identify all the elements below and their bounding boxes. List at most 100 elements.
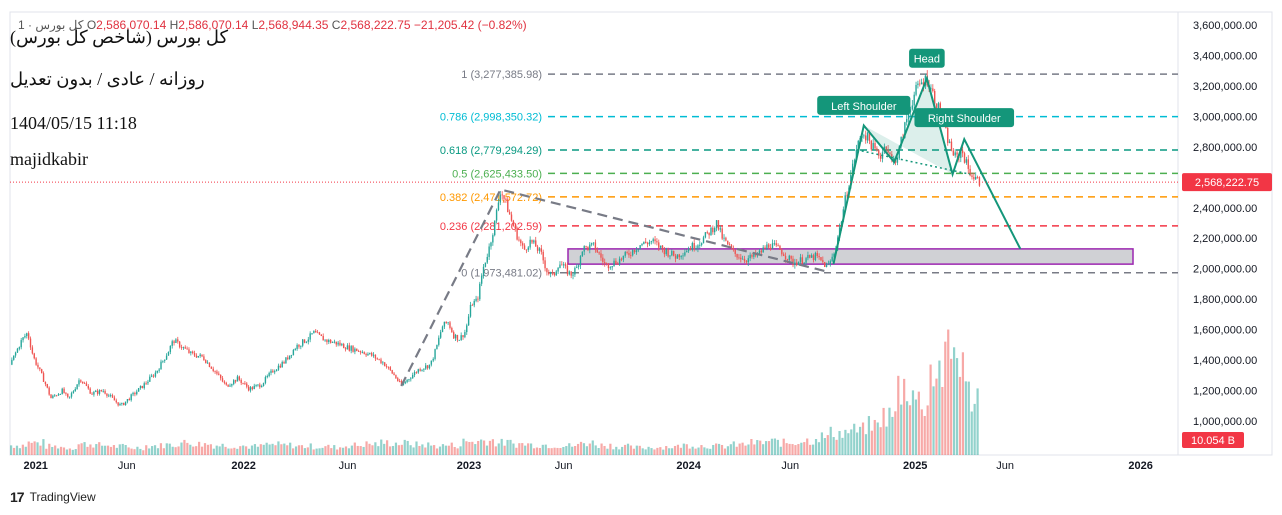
candle-body [933, 91, 936, 104]
neckline [856, 149, 971, 175]
candle-body [24, 336, 26, 338]
candle-body [354, 348, 356, 352]
candle-body [277, 365, 280, 370]
volume-bar [353, 442, 356, 455]
pattern-label: Right Shoulder [914, 108, 1015, 128]
volume-bar [336, 449, 339, 455]
volume-bar [242, 445, 245, 455]
candle-body [475, 298, 477, 301]
candle-body [251, 387, 254, 390]
volume-bar [98, 442, 101, 455]
pattern-label-bg [817, 95, 911, 115]
candle-body [333, 341, 336, 343]
candle-body [344, 348, 347, 350]
x-tick-label: 2022 [231, 460, 255, 472]
candle-body [555, 271, 557, 276]
candle-body [253, 385, 255, 390]
volume-bar [835, 439, 838, 455]
volume-bar [250, 445, 254, 455]
volume-bar [547, 448, 550, 455]
candle-body [768, 244, 770, 248]
volume-bar [571, 446, 574, 455]
volume-bar [151, 446, 154, 455]
volume-bar [239, 446, 242, 455]
candle-body [874, 142, 876, 149]
volume-bar [433, 445, 436, 455]
candle-body [192, 351, 194, 353]
volume-bar [782, 438, 785, 455]
candle-body [65, 393, 67, 394]
volume-bar [15, 445, 19, 455]
volume-bar [767, 441, 771, 455]
volume-bar [762, 444, 765, 455]
volume-bar [800, 442, 803, 455]
volume-bar [51, 446, 54, 455]
candle-body [775, 243, 777, 246]
candle-body [538, 248, 541, 251]
candle-body [730, 245, 733, 249]
volume-bar [803, 442, 806, 455]
candle-body [865, 135, 867, 141]
volume-bar [635, 445, 638, 455]
candle-body [645, 241, 647, 243]
volume-bar [817, 442, 821, 455]
volume-bar [256, 446, 259, 455]
candle-body [188, 349, 190, 354]
candle-body [611, 265, 613, 268]
candle-body [520, 240, 522, 244]
low-label: L [251, 18, 259, 32]
candle-body [659, 245, 662, 248]
x-tick-label: 2025 [903, 460, 927, 472]
candle-body [210, 367, 213, 369]
candle-body [626, 252, 628, 253]
candle-body [309, 333, 311, 340]
candle-body [324, 339, 326, 341]
candle-body [714, 228, 716, 233]
candle-body [221, 378, 224, 382]
volume-bar [77, 444, 80, 455]
volume-bar [180, 442, 183, 455]
candle-body [335, 341, 337, 345]
x-tick-label: Jun [339, 460, 357, 472]
volume-bar [756, 440, 759, 455]
candle-body [225, 382, 227, 385]
volume-bar [27, 441, 30, 455]
candle-body [551, 272, 554, 274]
volume-bar [224, 446, 227, 455]
candle-body [205, 360, 207, 364]
volume-bar [873, 419, 876, 455]
candle-body [736, 253, 738, 258]
last-price-tag: 2,568,222.75 [1182, 173, 1272, 192]
candle-body [741, 258, 744, 260]
volume-bar [700, 445, 703, 455]
candle-body [328, 339, 330, 343]
volume-bar [735, 446, 738, 455]
candle-body [954, 152, 956, 156]
volume-bar [797, 444, 800, 455]
volume-bar [39, 445, 42, 455]
volume-bar [12, 447, 16, 455]
candle-body [965, 159, 968, 163]
volume-bar [788, 443, 791, 455]
fib-level-label: 0 (1,973,481.02) [461, 268, 542, 280]
volume-bar [806, 438, 809, 455]
candle-body [272, 370, 274, 373]
volume-bar [362, 446, 365, 455]
candle-body [201, 354, 203, 357]
candle-body [695, 248, 697, 249]
volume-bar [955, 358, 959, 455]
volume-bar [71, 449, 74, 455]
y-axis: 3,600,000.00 3,400,000.00 3,200,000.00 3,00… [1193, 20, 1257, 428]
candle-body [175, 339, 177, 343]
open-value: 2,586,070.14 [96, 18, 167, 32]
candle-body [287, 357, 289, 360]
candle-body [654, 239, 656, 242]
volume-bar [415, 441, 418, 455]
candle-body [650, 241, 653, 243]
last-price-tag-bg [1182, 173, 1272, 192]
candle-body [589, 244, 591, 251]
candle-body [594, 242, 597, 250]
candle-body [426, 365, 429, 369]
candle-body [797, 261, 800, 266]
